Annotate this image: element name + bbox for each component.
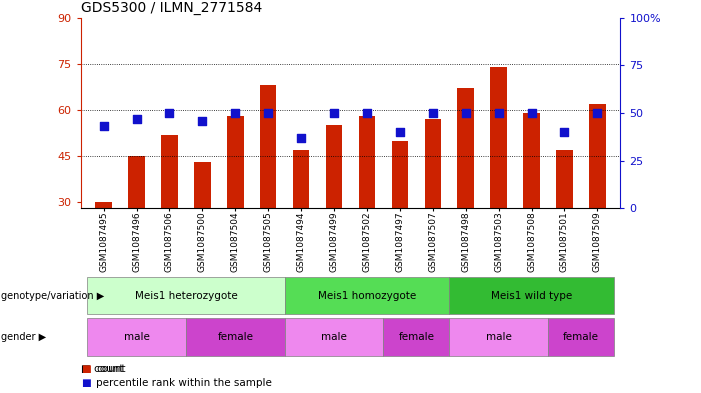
Bar xyxy=(556,150,573,208)
Text: GSM1087506: GSM1087506 xyxy=(165,212,174,272)
Point xyxy=(592,110,603,116)
Text: female: female xyxy=(217,332,253,342)
Bar xyxy=(392,141,408,208)
Bar xyxy=(95,202,112,208)
Text: ■: ■ xyxy=(81,378,90,388)
Text: male: male xyxy=(321,332,347,342)
Point xyxy=(460,110,471,116)
Point xyxy=(263,110,274,116)
Text: gender ▶: gender ▶ xyxy=(1,332,46,342)
Text: GSM1087500: GSM1087500 xyxy=(198,212,207,272)
Bar xyxy=(161,134,178,208)
Text: GSM1087494: GSM1087494 xyxy=(297,212,306,272)
Bar xyxy=(523,113,540,208)
Point xyxy=(526,110,537,116)
Text: male: male xyxy=(123,332,149,342)
Text: male: male xyxy=(486,332,512,342)
Point xyxy=(98,123,109,129)
Bar xyxy=(128,156,145,208)
Bar xyxy=(260,85,276,208)
Bar xyxy=(449,277,614,314)
Bar xyxy=(449,318,548,356)
Point xyxy=(197,118,208,124)
Text: ■ count: ■ count xyxy=(81,364,123,375)
Bar xyxy=(548,318,614,356)
Point xyxy=(131,116,142,122)
Bar xyxy=(87,277,285,314)
Point xyxy=(427,110,438,116)
Bar xyxy=(589,104,606,208)
Bar xyxy=(285,318,383,356)
Text: GSM1087507: GSM1087507 xyxy=(428,212,437,272)
Bar xyxy=(285,277,449,314)
Text: GSM1087509: GSM1087509 xyxy=(593,212,602,272)
Text: female: female xyxy=(398,332,435,342)
Bar xyxy=(293,150,309,208)
Point xyxy=(559,129,570,135)
Text: GSM1087499: GSM1087499 xyxy=(329,212,339,272)
Point xyxy=(164,110,175,116)
Bar xyxy=(491,67,507,208)
Bar xyxy=(87,318,186,356)
Text: percentile rank within the sample: percentile rank within the sample xyxy=(96,378,272,388)
Text: GSM1087508: GSM1087508 xyxy=(527,212,536,272)
Text: GSM1087498: GSM1087498 xyxy=(461,212,470,272)
Bar xyxy=(383,318,449,356)
Text: GSM1087496: GSM1087496 xyxy=(132,212,141,272)
Text: GSM1087495: GSM1087495 xyxy=(99,212,108,272)
Bar xyxy=(186,318,285,356)
Text: GSM1087505: GSM1087505 xyxy=(264,212,273,272)
Text: GSM1087504: GSM1087504 xyxy=(231,212,240,272)
Bar xyxy=(458,88,474,208)
Point xyxy=(230,110,241,116)
Point xyxy=(296,135,307,141)
Bar xyxy=(227,116,243,208)
Text: Meis1 heterozygote: Meis1 heterozygote xyxy=(135,291,238,301)
Text: GSM1087502: GSM1087502 xyxy=(362,212,372,272)
Bar xyxy=(194,162,210,208)
Text: Meis1 wild type: Meis1 wild type xyxy=(491,291,572,301)
Point xyxy=(493,110,504,116)
Point xyxy=(394,129,405,135)
Text: ■: ■ xyxy=(81,364,90,375)
Text: count: count xyxy=(96,364,125,375)
Bar xyxy=(425,119,441,208)
Text: genotype/variation ▶: genotype/variation ▶ xyxy=(1,291,104,301)
Text: GDS5300 / ILMN_2771584: GDS5300 / ILMN_2771584 xyxy=(81,1,262,15)
Text: GSM1087501: GSM1087501 xyxy=(560,212,569,272)
Text: female: female xyxy=(563,332,599,342)
Bar xyxy=(359,116,375,208)
Text: GSM1087503: GSM1087503 xyxy=(494,212,503,272)
Point xyxy=(329,110,340,116)
Bar xyxy=(326,125,342,208)
Point xyxy=(361,110,372,116)
Text: GSM1087497: GSM1087497 xyxy=(395,212,404,272)
Text: Meis1 homozygote: Meis1 homozygote xyxy=(318,291,416,301)
